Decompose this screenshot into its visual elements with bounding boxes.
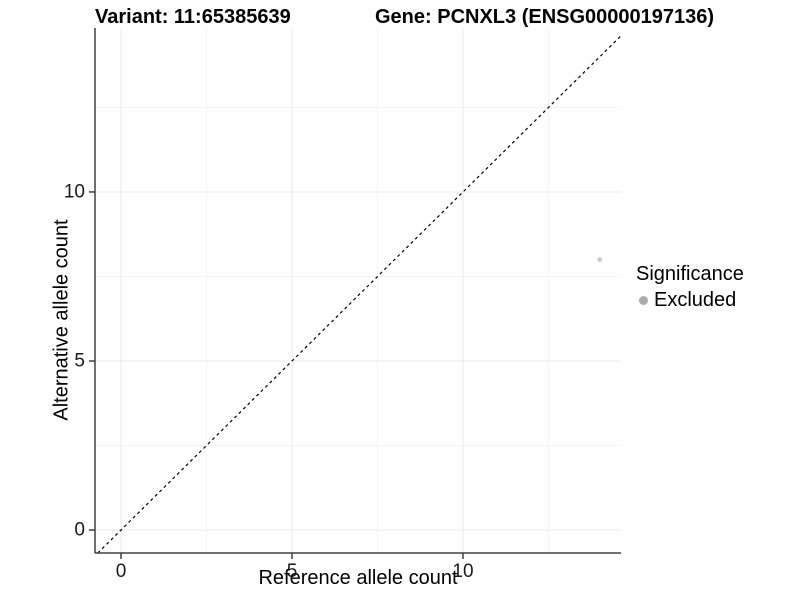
identity-line: [97, 35, 622, 554]
x-tick-label: 0: [116, 561, 127, 582]
legend-title: Significance: [636, 263, 744, 285]
variant-title: Variant: 11:65385639: [95, 6, 291, 28]
legend-item-excluded: Excluded: [636, 288, 744, 312]
x-tick-label: 5: [287, 561, 298, 582]
legend-key-dot: [639, 295, 648, 305]
x-tick-label: 10: [452, 561, 473, 582]
legend-item-label: Excluded: [654, 289, 737, 311]
gene-title: Gene: PCNXL3 (ENSG00000197136): [375, 6, 715, 28]
y-tick-label: 5: [74, 350, 85, 371]
y-tick-label: 0: [74, 520, 85, 541]
y-axis-title: Alternative allele count: [50, 219, 73, 421]
data-point: [597, 257, 603, 262]
y-tick-label: 10: [64, 181, 85, 202]
x-axis-title: Reference allele count: [258, 567, 458, 589]
legend: Significance Excluded: [636, 262, 744, 312]
